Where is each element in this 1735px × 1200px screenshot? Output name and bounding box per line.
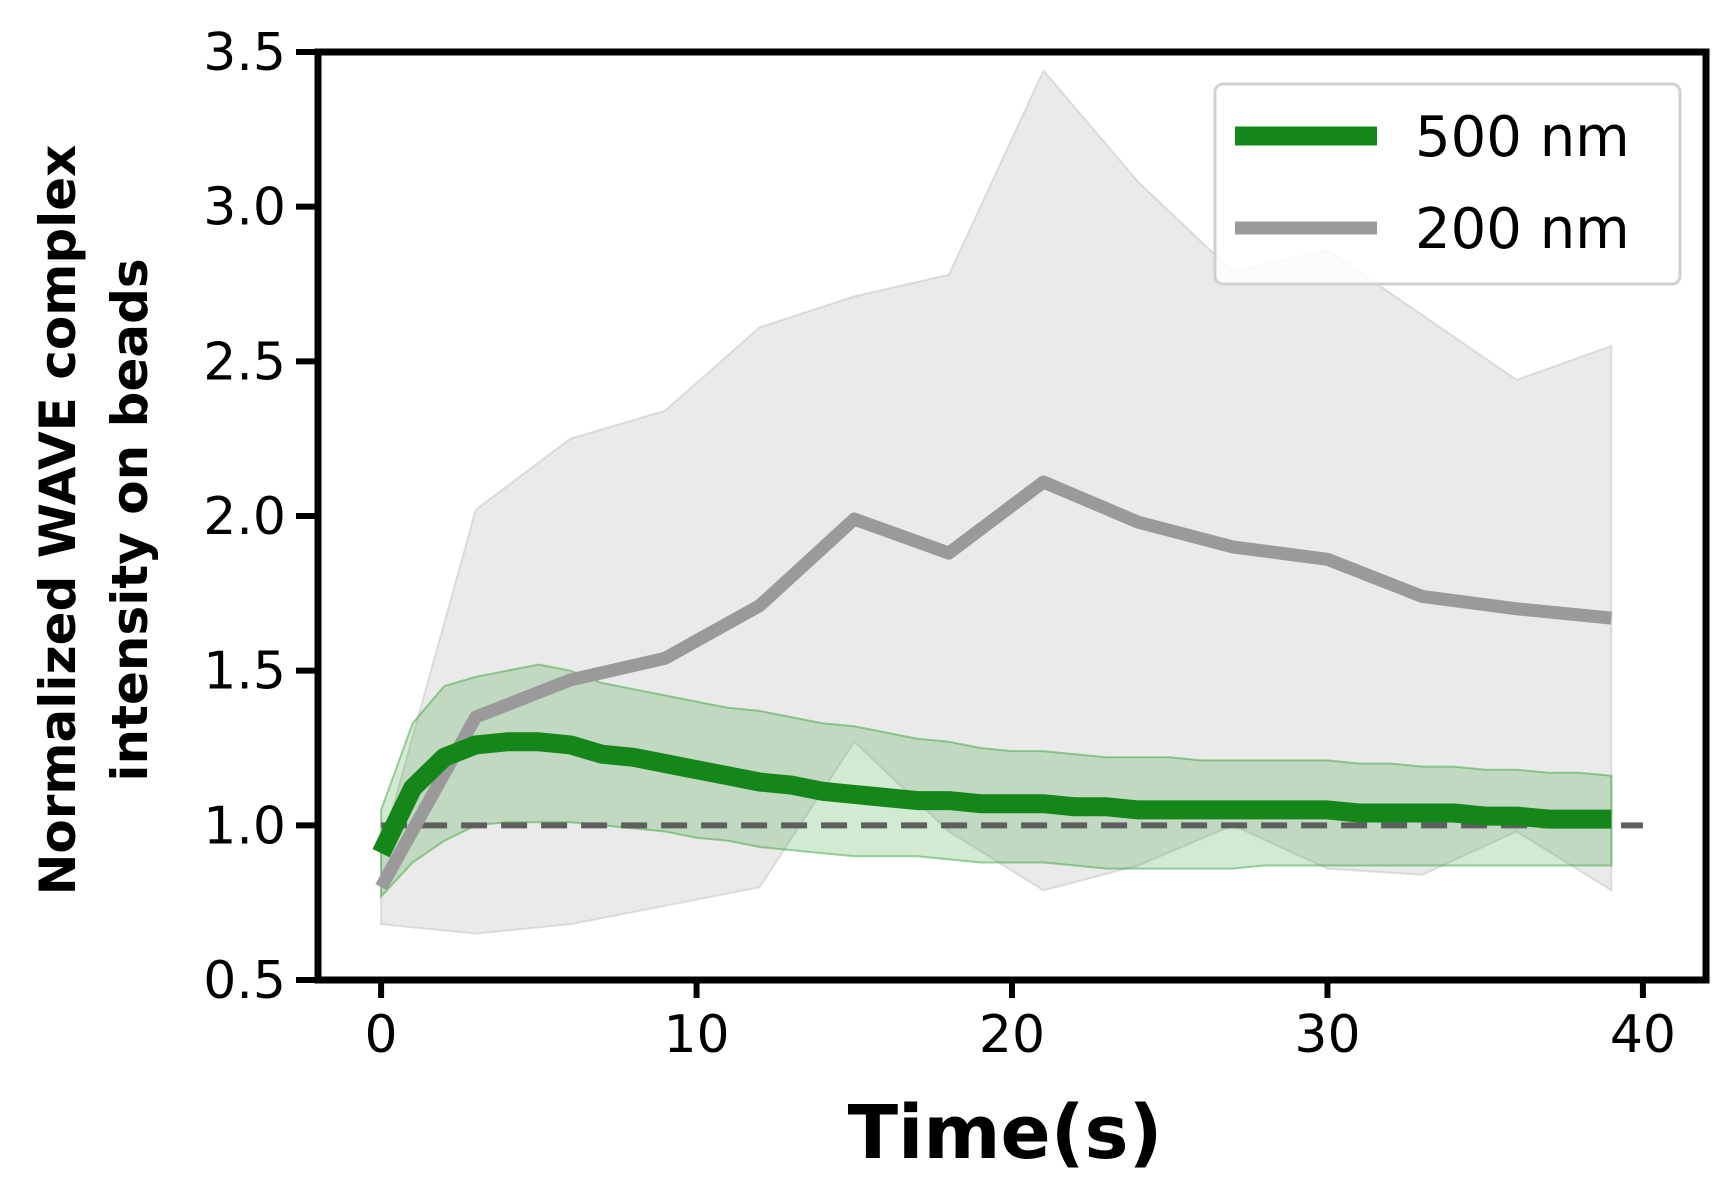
confidence-bands xyxy=(380,68,1613,935)
y-tick-label: 1.5 xyxy=(203,642,286,702)
legend: 500 nm 200 nm xyxy=(1213,82,1682,286)
x-tick-label: 10 xyxy=(663,1005,729,1065)
y-tick-label: 1.0 xyxy=(203,796,286,856)
y-tick-label: 3.5 xyxy=(203,23,286,83)
x-tick-label: 30 xyxy=(1294,1005,1360,1065)
y-axis-title-line2: intensity on beads xyxy=(101,258,159,781)
legend-label: 500 nm xyxy=(1415,105,1630,170)
x-axis: 0 10 20 30 40 xyxy=(365,980,1676,1065)
band-200-nm xyxy=(380,68,1613,935)
y-tick-label: 2.0 xyxy=(203,487,286,547)
y-axis: 0.5 1.0 1.5 2.0 2.5 3.0 3.5 xyxy=(203,23,318,1011)
y-tick-label: 2.5 xyxy=(203,332,286,392)
y-axis-title: Normalized WAVE complex intensity on bea… xyxy=(29,145,159,896)
x-tick-label: 20 xyxy=(979,1005,1045,1065)
x-tick-label: 40 xyxy=(1610,1005,1676,1065)
series-lines xyxy=(372,475,1613,891)
y-axis-title-line1: Normalized WAVE complex xyxy=(29,145,87,896)
y-tick-label: 3.0 xyxy=(203,178,286,238)
x-axis-title: Time(s) xyxy=(848,1090,1163,1176)
legend-label: 200 nm xyxy=(1415,197,1630,262)
series-line-200-nm xyxy=(375,475,1613,891)
x-tick-label: 0 xyxy=(365,1005,398,1065)
series-line-500-nm xyxy=(372,732,1612,858)
y-tick-label: 0.5 xyxy=(203,951,286,1011)
band-500-nm xyxy=(380,663,1613,900)
